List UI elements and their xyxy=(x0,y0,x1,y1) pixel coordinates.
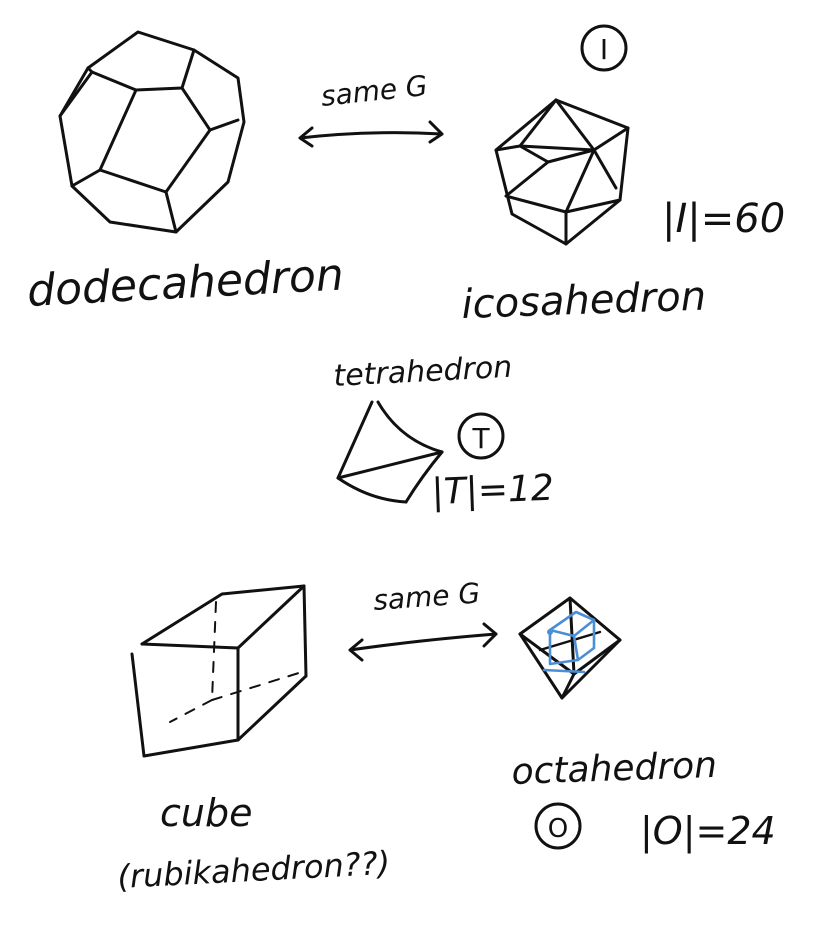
inscribed-cube-highlight xyxy=(542,610,596,674)
relation-bottom-label: same G xyxy=(372,577,481,617)
octahedron-drawing xyxy=(518,596,622,700)
group-T-letter: T xyxy=(471,422,490,455)
double-arrow-icon xyxy=(298,120,444,148)
group-T-symbol: T xyxy=(457,412,505,460)
double-arrow-icon xyxy=(348,622,498,662)
group-O-order: |O|=24 xyxy=(640,809,776,854)
group-I-symbol: I xyxy=(580,24,628,72)
relation-top-label: same G xyxy=(319,69,429,113)
label-tetrahedron: tetrahedron xyxy=(333,350,514,394)
icosahedron-drawing xyxy=(494,98,630,246)
group-O-letter: O xyxy=(548,814,568,844)
label-dodecahedron: dodecahedron xyxy=(26,249,345,317)
dodecahedron-drawing xyxy=(58,30,246,234)
label-cube: cube xyxy=(160,791,252,835)
relation-bottom: same G xyxy=(348,577,498,662)
group-T-order: |T|=12 xyxy=(431,468,555,513)
relation-top: same G xyxy=(298,69,444,148)
group-I-letter: I xyxy=(600,33,608,66)
group-O-symbol: O xyxy=(534,802,582,850)
label-octahedron: octahedron xyxy=(511,745,718,793)
group-I-order: |I|=60 xyxy=(662,196,785,242)
label-icosahedron: icosahedron xyxy=(461,273,707,328)
tetrahedron-drawing xyxy=(336,400,444,504)
label-rubikahedron: (rubikahedron??) xyxy=(116,844,391,896)
cube-drawing xyxy=(130,584,308,758)
